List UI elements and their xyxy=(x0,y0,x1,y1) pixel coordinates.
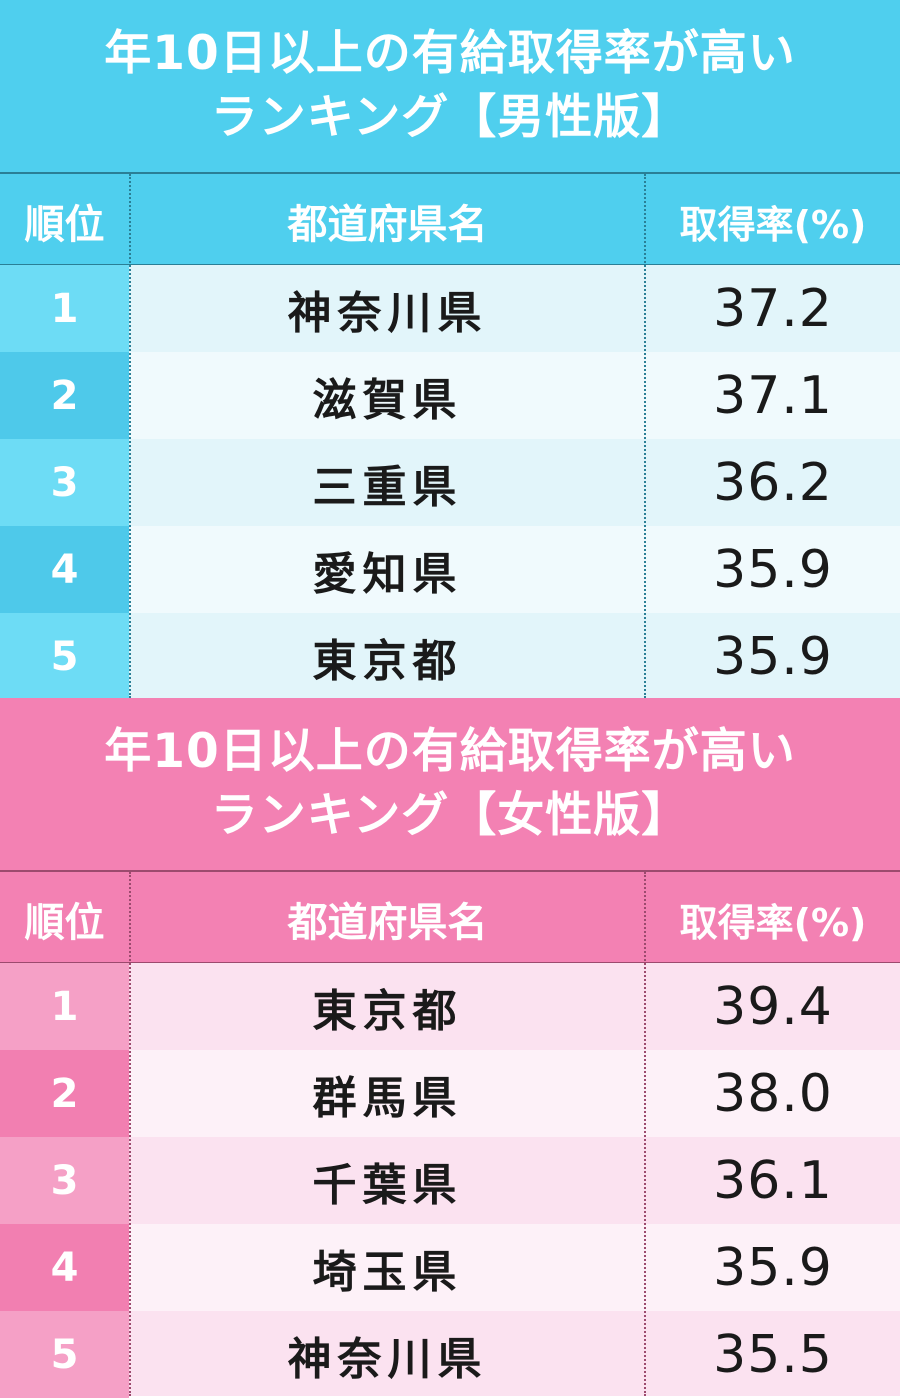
female-column-divider-2 xyxy=(644,872,646,1396)
male-header-prefecture: 都道府県名 xyxy=(287,202,488,248)
male-ranking-table: 年10日以上の有給取得率が高い ランキング【男性版】 順位 都道府県名 取得率(… xyxy=(0,0,900,700)
rank-cell: 1 xyxy=(0,265,129,352)
table-row: 2 滋賀県 37.1 xyxy=(0,352,900,439)
rate-cell: 36.2 xyxy=(713,452,833,513)
rank-cell: 3 xyxy=(0,439,129,526)
female-title-band: 年10日以上の有給取得率が高い ランキング【女性版】 xyxy=(0,698,900,870)
prefecture-cell: 神奈川県 xyxy=(287,287,488,339)
table-row: 1 東京都 39.4 xyxy=(0,963,900,1050)
rank-cell: 2 xyxy=(0,352,129,439)
male-header-rank: 順位 xyxy=(24,202,105,248)
rate-cell: 37.2 xyxy=(713,278,833,339)
prefecture-cell: 愛知県 xyxy=(312,548,463,600)
rank-cell: 4 xyxy=(0,1224,129,1311)
prefecture-cell: 埼玉県 xyxy=(312,1246,463,1298)
table-row: 4 埼玉県 35.9 xyxy=(0,1224,900,1311)
female-header-rate: 取得率(%) xyxy=(679,900,867,945)
table-row: 3 千葉県 36.1 xyxy=(0,1137,900,1224)
table-row: 4 愛知県 35.9 xyxy=(0,526,900,613)
rank-cell: 5 xyxy=(0,1311,129,1398)
male-column-divider-2 xyxy=(644,174,646,698)
male-title-line1: 年10日以上の有給取得率が高い xyxy=(104,26,796,81)
rate-cell: 37.1 xyxy=(713,365,833,426)
prefecture-cell: 東京都 xyxy=(312,635,463,687)
rank-cell: 4 xyxy=(0,526,129,613)
rank-cell: 5 xyxy=(0,613,129,700)
prefecture-cell: 三重県 xyxy=(312,461,463,513)
female-title-line1: 年10日以上の有給取得率が高い xyxy=(104,724,796,779)
male-header-row: 順位 都道府県名 取得率(%) xyxy=(0,174,900,268)
rate-cell: 35.9 xyxy=(713,626,833,687)
prefecture-cell: 神奈川県 xyxy=(287,1333,488,1385)
rate-cell: 36.1 xyxy=(713,1150,833,1211)
rate-cell: 35.9 xyxy=(713,539,833,600)
table-row: 2 群馬県 38.0 xyxy=(0,1050,900,1137)
rate-cell: 38.0 xyxy=(713,1063,833,1124)
female-title-divider xyxy=(0,870,900,872)
table-row: 5 神奈川県 35.5 xyxy=(0,1311,900,1398)
female-header-rank: 順位 xyxy=(24,900,105,946)
prefecture-cell: 滋賀県 xyxy=(312,374,463,426)
prefecture-cell: 群馬県 xyxy=(312,1072,463,1124)
rank-cell: 2 xyxy=(0,1050,129,1137)
rate-cell: 39.4 xyxy=(713,976,833,1037)
male-title-line2: ランキング【男性版】 xyxy=(210,90,690,145)
rank-cell: 3 xyxy=(0,1137,129,1224)
prefecture-cell: 東京都 xyxy=(312,985,463,1037)
female-title-line2: ランキング【女性版】 xyxy=(210,788,690,843)
rank-cell: 1 xyxy=(0,963,129,1050)
male-title-band: 年10日以上の有給取得率が高い ランキング【男性版】 xyxy=(0,0,900,172)
female-header-row: 順位 都道府県名 取得率(%) xyxy=(0,872,900,966)
prefecture-cell: 千葉県 xyxy=(312,1159,463,1211)
table-row: 3 三重県 36.2 xyxy=(0,439,900,526)
table-row: 1 神奈川県 37.2 xyxy=(0,265,900,352)
male-column-divider-1 xyxy=(129,174,131,698)
male-header-rate: 取得率(%) xyxy=(679,202,867,247)
female-column-divider-1 xyxy=(129,872,131,1396)
male-title-divider xyxy=(0,172,900,174)
rate-cell: 35.9 xyxy=(713,1237,833,1298)
table-row: 5 東京都 35.9 xyxy=(0,613,900,700)
rate-cell: 35.5 xyxy=(713,1324,833,1385)
female-header-prefecture: 都道府県名 xyxy=(287,900,488,946)
female-ranking-table: 年10日以上の有給取得率が高い ランキング【女性版】 順位 都道府県名 取得率(… xyxy=(0,698,900,1398)
